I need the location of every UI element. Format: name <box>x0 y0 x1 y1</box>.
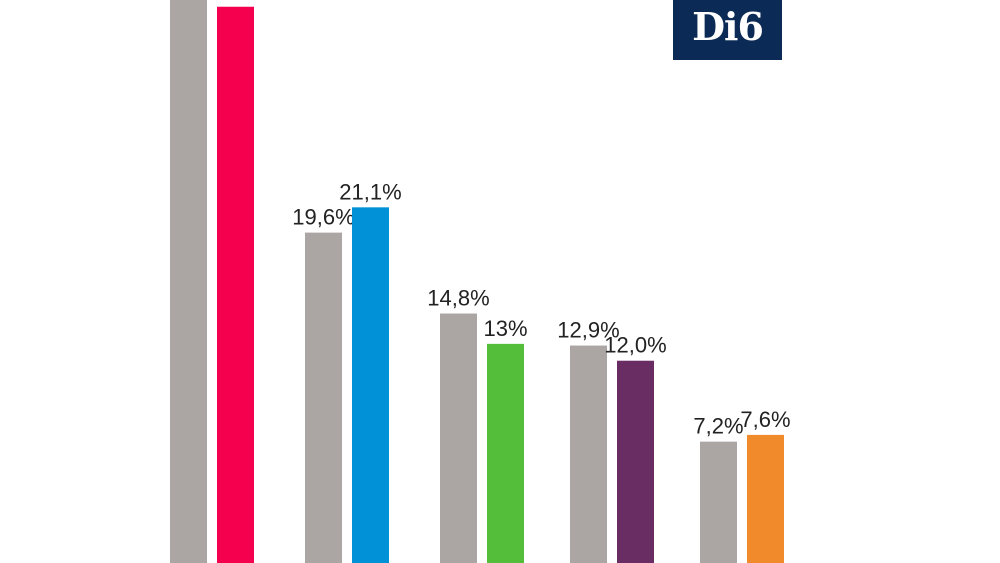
bar-s1-c1 <box>352 207 389 563</box>
bar-s0-c0 <box>170 0 207 563</box>
bar-s1-c0 <box>217 6 254 563</box>
bar-s0-c2 <box>440 313 477 563</box>
bar-s0-c1 <box>305 232 342 563</box>
data-label-s0-c1: 19,6% <box>292 205 354 230</box>
bar-s1-c3 <box>617 360 654 563</box>
bar-s0-c3 <box>570 345 607 563</box>
data-label-s1-c3: 12,0% <box>604 333 666 358</box>
bar-s1-c4 <box>747 434 784 563</box>
data-label-s1-c4: 7,6% <box>740 407 790 432</box>
data-label-s1-c1: 21,1% <box>339 179 401 204</box>
data-label-s0-c3: 12,9% <box>557 318 619 343</box>
di6-logo: Di6 <box>673 0 782 60</box>
data-label-s0-c4: 7,2% <box>693 414 743 439</box>
data-label-s1-c2: 13% <box>483 316 527 341</box>
bar-s0-c4 <box>700 441 737 563</box>
bar-s1-c2 <box>487 343 524 563</box>
data-label-s0-c2: 14,8% <box>427 286 489 311</box>
